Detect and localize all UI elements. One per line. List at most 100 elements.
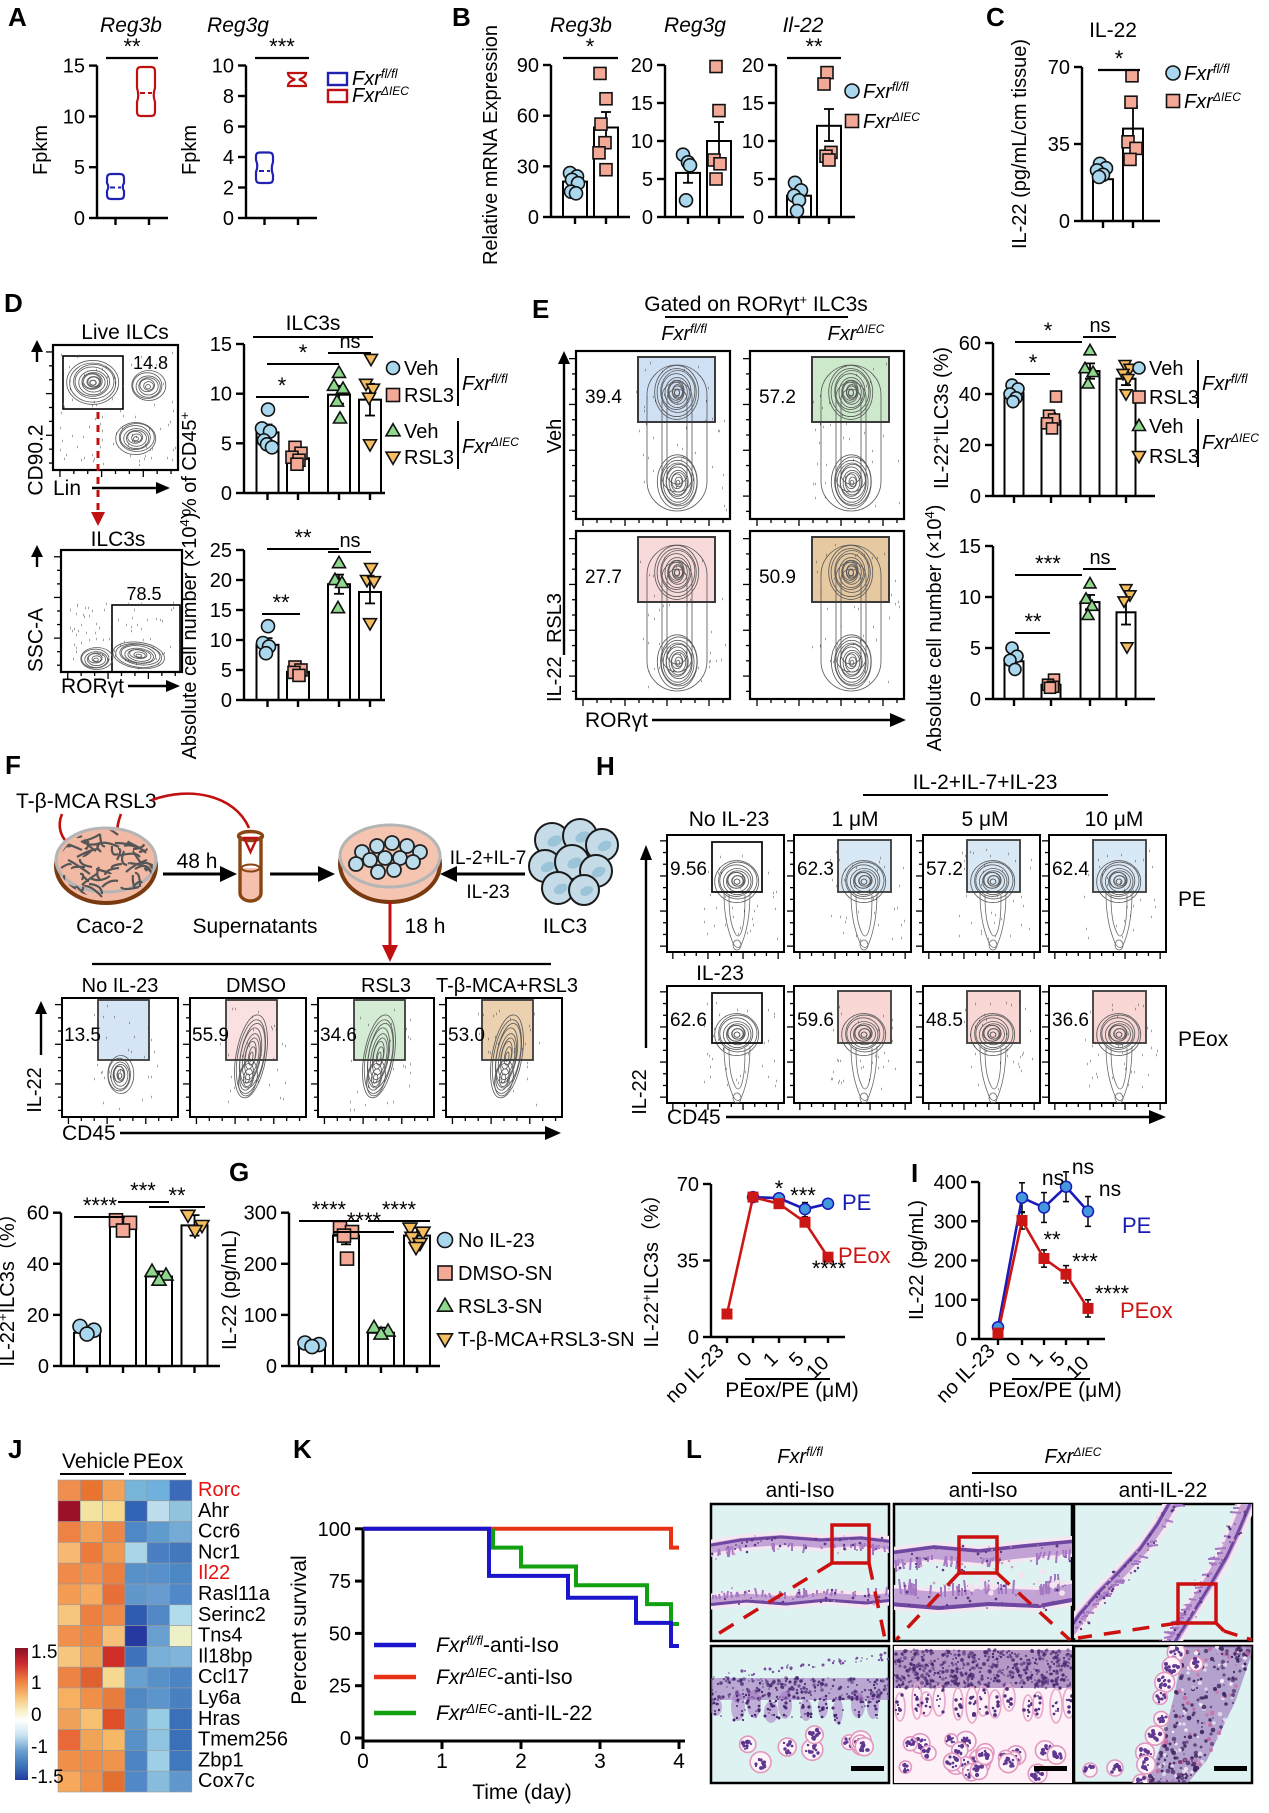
svg-text:****: **** xyxy=(812,1256,847,1281)
svg-text:8: 8 xyxy=(223,86,234,108)
svg-text:0: 0 xyxy=(528,207,539,229)
svg-text:90: 90 xyxy=(517,55,539,77)
svg-text:F: F xyxy=(5,750,21,780)
svg-text:FxrΔIEC-anti-Iso: FxrΔIEC-anti-Iso xyxy=(436,1665,573,1689)
svg-text:Ly6a: Ly6a xyxy=(198,1687,242,1709)
svg-text:anti-Iso: anti-Iso xyxy=(766,1479,835,1502)
svg-text:SSC-A: SSC-A xyxy=(25,608,48,672)
svg-text:60: 60 xyxy=(517,106,539,128)
svg-text:0: 0 xyxy=(31,1705,42,1726)
svg-text:0: 0 xyxy=(221,690,232,712)
svg-text:FxrΔIEC-anti-IL-22: FxrΔIEC-anti-IL-22 xyxy=(436,1701,592,1725)
svg-text:Supernatants: Supernatants xyxy=(193,915,318,938)
svg-text:Tns4: Tns4 xyxy=(198,1625,242,1647)
svg-text:ns: ns xyxy=(1089,547,1110,569)
svg-text:Tmem256: Tmem256 xyxy=(198,1729,288,1751)
svg-text:RSL3: RSL3 xyxy=(1149,446,1199,468)
svg-text:78.5: 78.5 xyxy=(126,584,161,604)
svg-text:40: 40 xyxy=(27,1254,49,1276)
svg-text:25: 25 xyxy=(329,1676,351,1698)
svg-text:Il18bp: Il18bp xyxy=(198,1645,253,1667)
svg-text:No IL-23: No IL-23 xyxy=(689,808,770,831)
svg-text:Ahr: Ahr xyxy=(198,1500,229,1522)
svg-text:Hras: Hras xyxy=(198,1708,240,1730)
svg-text:T-β-MCA+RSL3-SN: T-β-MCA+RSL3-SN xyxy=(458,1329,635,1351)
svg-text:6: 6 xyxy=(223,117,234,139)
svg-text:IL-22 (pg/mL): IL-22 (pg/mL) xyxy=(219,1230,241,1350)
svg-text:Veh: Veh xyxy=(404,358,438,380)
svg-text:53.0: 53.0 xyxy=(448,1025,485,1046)
svg-text:5: 5 xyxy=(221,433,232,455)
svg-text:Rorc: Rorc xyxy=(198,1479,240,1501)
svg-text:55.9: 55.9 xyxy=(192,1025,229,1046)
svg-text:40: 40 xyxy=(959,384,981,406)
svg-text:Percent survival: Percent survival xyxy=(288,1555,311,1704)
svg-text:*: * xyxy=(1044,318,1053,343)
svg-text:PEox: PEox xyxy=(1178,1028,1229,1051)
svg-text:**: ** xyxy=(1043,1227,1061,1252)
svg-text:10: 10 xyxy=(742,131,764,153)
svg-text:RSL3: RSL3 xyxy=(404,385,454,407)
svg-text:Il22: Il22 xyxy=(198,1562,230,1584)
svg-text:50: 50 xyxy=(329,1623,351,1645)
svg-text:20: 20 xyxy=(27,1305,49,1327)
svg-text:ILC3s: ILC3s xyxy=(286,312,341,335)
svg-text:Il-22: Il-22 xyxy=(783,14,824,37)
svg-text:B: B xyxy=(452,2,471,32)
svg-text:Gated on RORγt+ ILC3s: Gated on RORγt+ ILC3s xyxy=(644,292,868,316)
svg-text:*: * xyxy=(586,34,595,59)
svg-text:200: 200 xyxy=(934,1251,967,1273)
svg-text:Reg3b: Reg3b xyxy=(100,14,162,37)
svg-text:5: 5 xyxy=(642,169,653,191)
svg-text:15: 15 xyxy=(210,334,232,356)
svg-text:5: 5 xyxy=(74,157,85,179)
svg-text:Vehicle: Vehicle xyxy=(62,1450,130,1473)
svg-text:Serinc2: Serinc2 xyxy=(198,1604,266,1626)
svg-text:15: 15 xyxy=(742,93,764,115)
svg-text:10: 10 xyxy=(210,630,232,652)
svg-text:ns: ns xyxy=(1072,1156,1094,1179)
svg-text:34.6: 34.6 xyxy=(320,1025,357,1046)
svg-text:Zbp1: Zbp1 xyxy=(198,1749,244,1771)
svg-text:RSL3: RSL3 xyxy=(544,593,566,643)
svg-text:IL-22: IL-22 xyxy=(1089,19,1137,42)
svg-text:**: ** xyxy=(1024,609,1042,634)
svg-text:75: 75 xyxy=(329,1571,351,1593)
svg-text:RSL3-SN: RSL3-SN xyxy=(458,1296,542,1318)
svg-text:0: 0 xyxy=(956,1329,967,1351)
svg-text:18 h: 18 h xyxy=(405,915,446,938)
svg-text:IL-23: IL-23 xyxy=(466,882,509,903)
svg-text:*: * xyxy=(299,340,308,365)
svg-text:60: 60 xyxy=(959,333,981,355)
svg-text:IL-22+ILC3s（%）: IL-22+ILC3s（%） xyxy=(639,1184,663,1347)
svg-text:anti-Iso: anti-Iso xyxy=(949,1479,1018,1502)
svg-text:62.6: 62.6 xyxy=(670,1010,707,1031)
svg-text:Reg3g: Reg3g xyxy=(664,14,726,37)
svg-text:Time (day): Time (day) xyxy=(472,1781,572,1804)
svg-text:D: D xyxy=(4,288,23,318)
svg-text:PEox/PE (μM): PEox/PE (μM) xyxy=(725,1379,858,1402)
svg-text:CD45: CD45 xyxy=(62,1122,116,1145)
svg-text:Veh: Veh xyxy=(1149,416,1183,438)
svg-text:**: ** xyxy=(272,590,290,615)
svg-text:4: 4 xyxy=(223,147,234,169)
svg-text:RSL3: RSL3 xyxy=(1149,387,1199,409)
svg-text:PE: PE xyxy=(842,1190,871,1215)
svg-text:2: 2 xyxy=(223,178,234,200)
svg-text:No IL-23: No IL-23 xyxy=(82,975,159,997)
svg-text:35: 35 xyxy=(1048,134,1070,156)
svg-text:0: 0 xyxy=(642,207,653,229)
svg-text:14.8: 14.8 xyxy=(133,353,168,373)
svg-text:ILC3: ILC3 xyxy=(543,915,587,938)
svg-text:27.7: 27.7 xyxy=(585,567,622,588)
svg-text:20: 20 xyxy=(742,55,764,77)
svg-text:Lin: Lin xyxy=(53,477,81,500)
svg-text:15: 15 xyxy=(210,600,232,622)
svg-text:70: 70 xyxy=(677,1174,699,1196)
svg-text:Reg3b: Reg3b xyxy=(550,14,612,37)
svg-text:**: ** xyxy=(168,1183,186,1208)
svg-text:100: 100 xyxy=(244,1305,277,1327)
svg-text:*: * xyxy=(1029,350,1038,375)
svg-text:**: ** xyxy=(294,525,312,550)
svg-text:Ccl17: Ccl17 xyxy=(198,1666,249,1688)
